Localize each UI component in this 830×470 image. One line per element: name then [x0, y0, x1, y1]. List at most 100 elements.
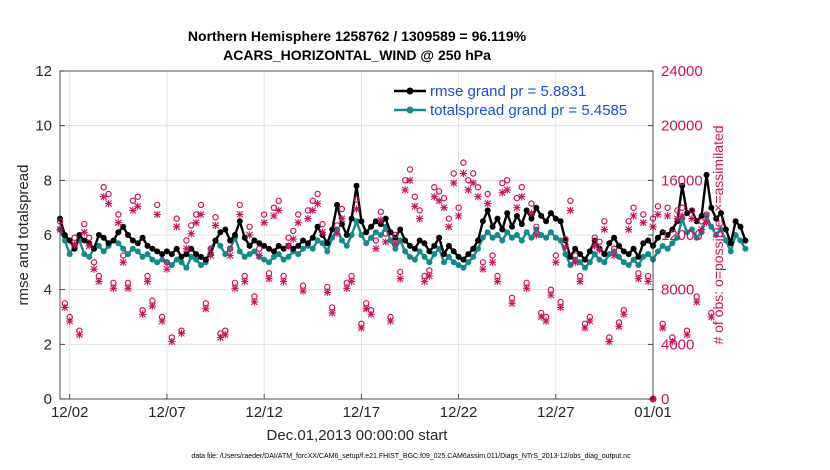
obs-possible-point: [562, 235, 569, 243]
rmse-point: [601, 251, 608, 258]
totalspread-point: [159, 256, 166, 263]
obs-assimilated-point: [625, 225, 633, 234]
obs-possible-point: [163, 259, 171, 266]
rmse-point: [304, 240, 311, 247]
obs-assimilated-point: [688, 215, 696, 223]
totalspread-point: [664, 245, 671, 252]
totalspread-point: [193, 256, 200, 263]
obs-assimilated-point: [299, 287, 307, 295]
totalspread-point: [620, 259, 627, 266]
x-tick-label: 12/07: [148, 404, 186, 421]
totalspread-point: [66, 251, 73, 258]
obs-possible-point: [470, 170, 477, 177]
rmse-point: [557, 218, 564, 225]
y-right-tick-label: 8000: [661, 282, 694, 299]
obs-assimilated-point: [498, 189, 506, 197]
rmse-point: [421, 240, 428, 247]
obs-assimilated-point: [425, 272, 434, 280]
obs-assimilated-point: [134, 202, 142, 210]
rmse-point: [275, 242, 282, 249]
obs-assimilated-point: [406, 176, 414, 184]
obs-assimilated-point: [493, 277, 502, 286]
obs-possible-point: [552, 252, 560, 259]
totalspread-point: [742, 245, 749, 252]
rmse-point: [91, 245, 97, 252]
obs-assimilated-point: [401, 186, 409, 194]
totalspread-point: [280, 256, 287, 263]
rmse-point: [445, 242, 452, 249]
rmse-point: [246, 242, 253, 249]
obs-assimilated-point: [236, 210, 244, 219]
obs-possible-point: [115, 211, 122, 218]
obs-possible-point: [129, 197, 137, 204]
totalspread-point: [270, 253, 277, 260]
totalspread-point: [319, 240, 326, 247]
rmse-point: [163, 248, 170, 255]
obs-assimilated-point: [620, 310, 628, 318]
rmse-point: [382, 215, 389, 222]
obs-assimilated-point: [435, 197, 443, 205]
rmse-point: [212, 237, 219, 244]
obs-possible-point: [625, 218, 632, 225]
obs-possible-point: [314, 190, 321, 198]
totalspread-point: [630, 256, 637, 263]
totalspread-point: [586, 259, 593, 266]
obs-assimilated-point: [85, 242, 93, 250]
totalspread-point: [363, 240, 370, 247]
obs-possible-point: [610, 245, 618, 252]
totalspread-point: [241, 253, 248, 260]
obs-possible-point: [275, 197, 282, 204]
rmse-point: [290, 245, 297, 252]
obs-assimilated-point: [289, 235, 297, 243]
obs-assimilated-point: [513, 204, 521, 212]
obs-assimilated-point: [153, 210, 161, 219]
rmse-point: [309, 234, 316, 241]
totalspread-point: [635, 262, 642, 269]
obs-assimilated-point: [693, 298, 701, 306]
totalspread-point: [509, 234, 515, 241]
y-axis-right: 0 4000 8000 12000 16000 20000 24000: [648, 63, 703, 408]
rmse-point: [616, 242, 622, 249]
rmse-point: [188, 245, 195, 252]
x-tick-label: 12/17: [343, 404, 381, 421]
totalspread-point: [645, 251, 652, 258]
obs-assimilated-point: [109, 284, 118, 292]
obs-possible-point: [260, 211, 268, 218]
obs-possible-point: [679, 204, 686, 211]
obs-possible-point: [474, 183, 482, 191]
legend: rmse grand pr = 5.8831 totalspread grand…: [394, 83, 627, 119]
obs-possible-point: [489, 252, 496, 259]
obs-possible-point: [654, 203, 662, 210]
obs-assimilated-point: [372, 245, 380, 253]
legend-rmse-marker: [406, 87, 414, 95]
obs-assimilated-point: [488, 258, 497, 266]
obs-assimilated-point: [216, 333, 225, 342]
obs-possible-point: [698, 218, 705, 225]
obs-assimilated-point: [484, 199, 492, 208]
obs-assimilated-point: [566, 206, 574, 214]
totalspread-point: [431, 251, 438, 258]
rmse-point: [499, 226, 506, 233]
obs-assimilated-point: [168, 338, 176, 346]
obs-assimilated-point: [348, 277, 356, 286]
obs-possible-point: [567, 197, 574, 204]
totalspread-point: [236, 248, 243, 255]
rmse-point: [178, 253, 185, 260]
y-right-tick-label: 16000: [661, 172, 703, 189]
y-tick-label: 0: [44, 391, 52, 408]
totalspread-point: [455, 262, 462, 269]
totalspread-point: [465, 259, 472, 266]
rmse-point: [416, 237, 423, 244]
obs-possible-point: [333, 222, 341, 229]
rmse-point: [513, 212, 520, 219]
obs-possible-point: [591, 234, 598, 241]
obs-assimilated-point: [440, 204, 448, 212]
totalspread-point: [513, 232, 520, 238]
obs-possible-point: [518, 183, 526, 191]
obs-assimilated-point: [557, 303, 565, 312]
rmse-point: [397, 226, 404, 233]
rmse-point: [669, 226, 676, 233]
obs-assimilated-point: [629, 212, 638, 220]
obs-possible-point: [397, 268, 404, 276]
obs-possible-point: [528, 200, 535, 207]
